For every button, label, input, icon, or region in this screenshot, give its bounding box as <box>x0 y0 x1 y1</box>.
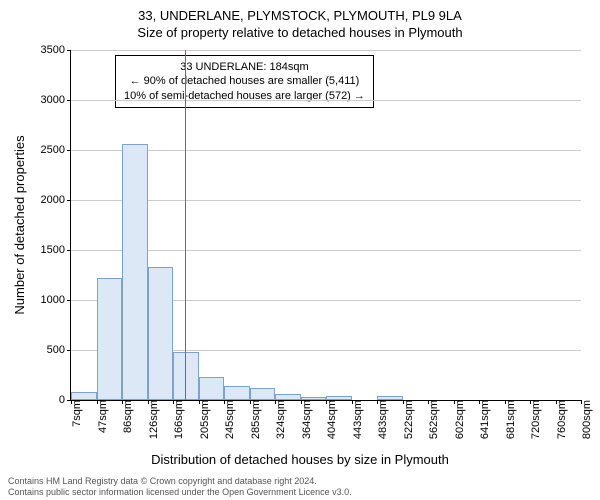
plot-inner: 05001000150020002500300035007sqm47sqm86s… <box>70 50 581 401</box>
title-subject: Size of property relative to detached ho… <box>0 23 600 40</box>
x-tick-label: 364sqm <box>301 400 313 439</box>
x-tick-label: 324sqm <box>275 400 287 439</box>
y-tick-mark <box>67 50 71 51</box>
grid-line <box>71 200 581 201</box>
reference-line <box>185 50 186 400</box>
y-axis-label: Number of detached properties <box>12 135 27 314</box>
y-tick-mark <box>67 200 71 201</box>
x-tick-label: 443sqm <box>352 400 364 439</box>
x-tick-label: 205sqm <box>199 400 211 439</box>
histogram-bar <box>148 267 174 400</box>
grid-line <box>71 250 581 251</box>
x-tick-label: 602sqm <box>454 400 466 439</box>
plot-area: 05001000150020002500300035007sqm47sqm86s… <box>70 50 580 400</box>
histogram-bar <box>71 392 97 400</box>
x-tick-label: 562sqm <box>428 400 440 439</box>
x-axis-label: Distribution of detached houses by size … <box>0 452 600 467</box>
histogram-bar <box>97 278 123 400</box>
x-tick-label: 7sqm <box>71 400 83 427</box>
footer-attribution: Contains HM Land Registry data © Crown c… <box>8 476 352 498</box>
histogram-bar <box>250 388 276 400</box>
footer-line1: Contains HM Land Registry data © Crown c… <box>8 476 352 487</box>
x-tick-label: 245sqm <box>224 400 236 439</box>
y-tick-mark <box>67 350 71 351</box>
x-tick-label: 126sqm <box>148 400 160 439</box>
histogram-bar <box>173 352 199 400</box>
x-tick-label: 47sqm <box>97 400 109 433</box>
title-address: 33, UNDERLANE, PLYMSTOCK, PLYMOUTH, PL9 … <box>0 0 600 23</box>
histogram-bar <box>224 386 250 400</box>
x-tick-label: 720sqm <box>530 400 542 439</box>
x-tick-label: 800sqm <box>581 400 593 439</box>
y-tick-mark <box>67 250 71 251</box>
grid-line <box>71 50 581 51</box>
footer-line2: Contains public sector information licen… <box>8 487 352 498</box>
x-tick-label: 166sqm <box>173 400 185 439</box>
y-tick-mark <box>67 150 71 151</box>
grid-line <box>71 150 581 151</box>
x-tick-label: 522sqm <box>403 400 415 439</box>
histogram-bar <box>199 377 225 400</box>
histogram-bar <box>122 144 148 400</box>
x-tick-label: 483sqm <box>377 400 389 439</box>
x-tick-label: 86sqm <box>122 400 134 433</box>
grid-line <box>71 100 581 101</box>
x-tick-label: 404sqm <box>326 400 338 439</box>
x-tick-label: 681sqm <box>505 400 517 439</box>
y-tick-mark <box>67 100 71 101</box>
x-tick-label: 760sqm <box>556 400 568 439</box>
x-tick-label: 285sqm <box>250 400 262 439</box>
x-tick-label: 641sqm <box>479 400 491 439</box>
y-tick-mark <box>67 300 71 301</box>
